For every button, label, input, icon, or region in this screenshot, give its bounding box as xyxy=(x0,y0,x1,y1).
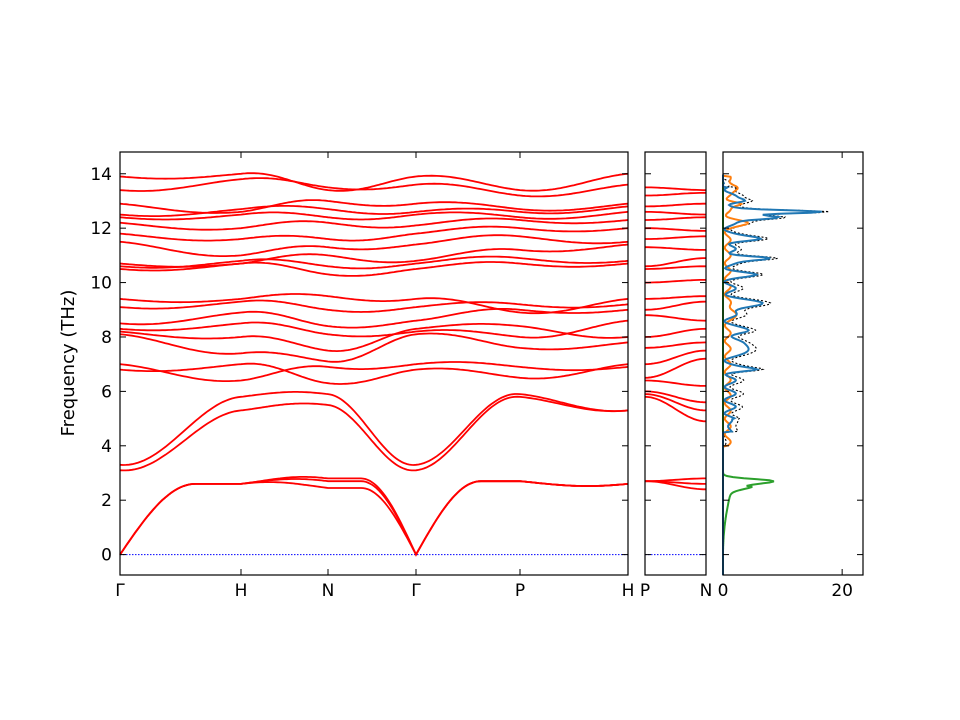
segment-band-20 xyxy=(645,216,706,221)
segment-band-23 xyxy=(645,191,706,197)
low-optical-band-0 xyxy=(119,395,629,472)
segment-band-17 xyxy=(645,246,706,251)
segment-band-14 xyxy=(645,279,706,284)
segment-xtick-label: P xyxy=(640,581,650,601)
segment-band-2 xyxy=(644,477,706,483)
optical-band-8 xyxy=(119,261,629,277)
acoustic-band-1 xyxy=(119,480,629,557)
xtick-label: H xyxy=(235,581,248,601)
band-structure-panel: 0 2 4 6 8 10 12 14 Γ H N Γ P H xyxy=(90,151,635,601)
xtick-label: P xyxy=(515,581,525,601)
optical-band-13 xyxy=(119,217,629,231)
segment-band-18 xyxy=(645,235,706,240)
segment-band-11 xyxy=(645,314,707,322)
ytick-label: 12 xyxy=(90,219,112,239)
segment-band-10 xyxy=(644,327,707,338)
segment-band-3 xyxy=(644,395,707,423)
dos-panel-frame xyxy=(722,151,864,576)
optical-band-2 xyxy=(119,332,629,363)
optical-band-16 xyxy=(119,199,629,214)
xtick-label: H xyxy=(622,581,635,601)
segment-xtick-label: N xyxy=(700,581,713,601)
ytick-label: 2 xyxy=(101,491,112,511)
optical-band-15 xyxy=(119,205,629,217)
dos-xtick-label: 20 xyxy=(831,581,853,601)
ytick-label: 14 xyxy=(90,165,112,185)
optical-band-9 xyxy=(119,255,629,270)
segment-band-4 xyxy=(644,393,707,412)
optical-band-10 xyxy=(119,243,629,268)
dos-panel: 0 20 xyxy=(718,151,864,601)
low-optical-band-1 xyxy=(119,391,629,466)
acoustic-band-2 xyxy=(119,476,629,557)
ytick-label: 0 xyxy=(101,546,112,566)
dos-green-line xyxy=(722,174,775,575)
band-panel-frame xyxy=(119,151,629,576)
dos-xtick-label: 0 xyxy=(718,581,729,601)
ytick-label: 6 xyxy=(101,382,112,402)
segment-band-8 xyxy=(644,349,707,366)
acoustic-band-0 xyxy=(119,478,629,557)
optical-band-17 xyxy=(119,177,629,198)
segment-band-19 xyxy=(645,227,706,232)
optical-band-12 xyxy=(119,225,629,242)
segment-panel-frame xyxy=(644,151,707,576)
optical-band-11 xyxy=(119,234,629,257)
segment-band-7 xyxy=(644,357,707,379)
optical-band-1 xyxy=(119,361,629,382)
xtick-label: N xyxy=(322,581,335,601)
dos-blue-line xyxy=(722,174,822,575)
segment-band-21 xyxy=(644,210,707,216)
xtick-label: Γ xyxy=(411,581,421,601)
optical-band-14 xyxy=(119,210,629,221)
optical-band-6 xyxy=(119,299,629,313)
ytick-label: 10 xyxy=(90,274,112,294)
optical-band-4 xyxy=(119,319,629,339)
segment-band-12 xyxy=(644,300,707,311)
segment-band-13 xyxy=(645,295,706,300)
optical-band-7 xyxy=(119,293,629,315)
segment-band-24 xyxy=(645,186,706,191)
segment-band-9 xyxy=(644,341,707,349)
segment-band-22 xyxy=(645,202,706,208)
segment-band-6 xyxy=(645,379,706,387)
ytick-label: 8 xyxy=(101,328,112,348)
optical-band-0 xyxy=(119,362,629,385)
ytick-label: 4 xyxy=(101,437,112,457)
optical-band-18 xyxy=(119,172,629,192)
segment-band-5 xyxy=(645,390,707,404)
optical-band-5 xyxy=(119,308,629,329)
y-axis-label: Frequency (THz) xyxy=(58,290,79,437)
optical-band-3 xyxy=(119,323,629,353)
segment-band-16 xyxy=(644,257,706,268)
segment-band-15 xyxy=(645,265,706,270)
xtick-label: Γ xyxy=(115,581,125,601)
